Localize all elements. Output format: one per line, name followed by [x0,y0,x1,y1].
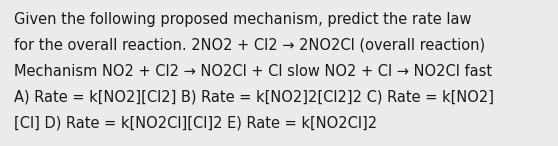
Text: Given the following proposed mechanism, predict the rate law: Given the following proposed mechanism, … [14,12,472,27]
Text: A) Rate = k[NO2][Cl2] B) Rate = k[NO2]2[Cl2]2 C) Rate = k[NO2]: A) Rate = k[NO2][Cl2] B) Rate = k[NO2]2[… [14,90,494,105]
Text: for the overall reaction. 2NO2 + Cl2 → 2NO2Cl (overall reaction): for the overall reaction. 2NO2 + Cl2 → 2… [14,38,485,53]
Text: Mechanism NO2 + Cl2 → NO2Cl + Cl slow NO2 + Cl → NO2Cl fast: Mechanism NO2 + Cl2 → NO2Cl + Cl slow NO… [14,64,492,79]
Text: [Cl] D) Rate = k[NO2Cl][Cl]2 E) Rate = k[NO2Cl]2: [Cl] D) Rate = k[NO2Cl][Cl]2 E) Rate = k… [14,116,377,131]
